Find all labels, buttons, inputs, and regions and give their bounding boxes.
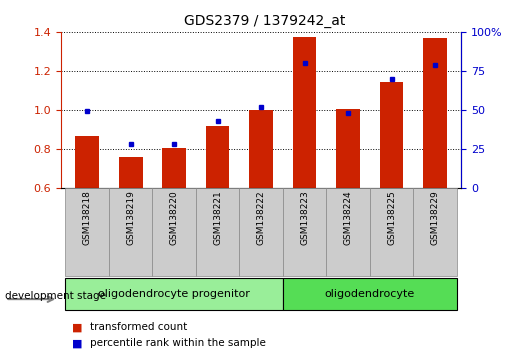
Bar xyxy=(249,110,273,188)
Text: GSM138229: GSM138229 xyxy=(430,190,439,245)
Text: GSM138218: GSM138218 xyxy=(83,190,92,245)
Bar xyxy=(152,188,196,276)
Text: transformed count: transformed count xyxy=(90,322,187,332)
Bar xyxy=(75,136,99,188)
Bar xyxy=(283,278,457,310)
Text: GDS2379 / 1379242_at: GDS2379 / 1379242_at xyxy=(184,14,346,28)
Bar xyxy=(65,188,109,276)
Bar xyxy=(370,188,413,276)
Bar xyxy=(206,126,229,188)
Bar xyxy=(413,188,457,276)
Bar xyxy=(162,148,186,188)
Text: GSM138222: GSM138222 xyxy=(257,190,266,245)
Text: GSM138219: GSM138219 xyxy=(126,190,135,245)
Text: GSM138223: GSM138223 xyxy=(300,190,309,245)
Text: ■: ■ xyxy=(72,322,82,332)
Text: oligodendrocyte progenitor: oligodendrocyte progenitor xyxy=(98,289,250,299)
Text: oligodendrocyte: oligodendrocyte xyxy=(325,289,415,299)
Bar xyxy=(423,38,447,188)
Text: GSM138224: GSM138224 xyxy=(343,190,352,245)
Bar xyxy=(336,109,360,188)
Bar xyxy=(196,188,239,276)
Text: percentile rank within the sample: percentile rank within the sample xyxy=(90,338,266,348)
Text: ■: ■ xyxy=(72,338,82,348)
Text: GSM138225: GSM138225 xyxy=(387,190,396,245)
Bar xyxy=(293,37,316,188)
Text: development stage: development stage xyxy=(5,291,107,301)
Bar xyxy=(283,188,326,276)
Bar xyxy=(379,82,403,188)
Bar xyxy=(239,188,283,276)
Bar xyxy=(326,188,370,276)
Bar xyxy=(109,188,152,276)
Text: GSM138221: GSM138221 xyxy=(213,190,222,245)
Text: GSM138220: GSM138220 xyxy=(170,190,179,245)
Bar xyxy=(65,278,283,310)
Bar xyxy=(119,158,143,188)
